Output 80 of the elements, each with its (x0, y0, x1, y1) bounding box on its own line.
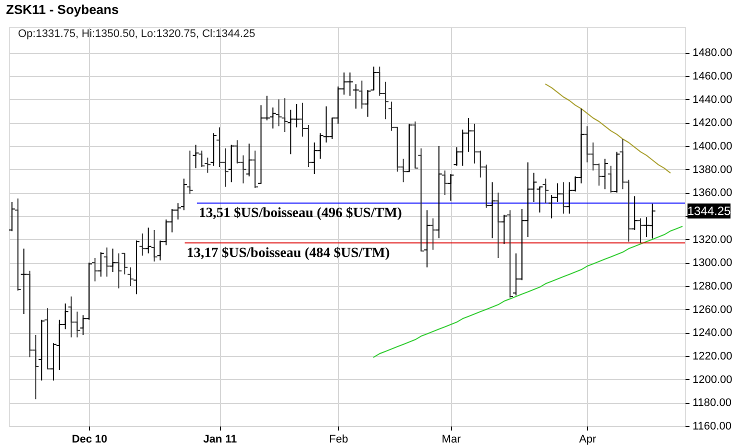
candlestick (121, 252, 128, 275)
candlestick (97, 252, 104, 278)
candlestick (14, 198, 22, 292)
y-tick-label: 1160.00 (692, 420, 732, 432)
y-tick-label: 1460.00 (692, 70, 732, 82)
candlestick (92, 258, 98, 282)
y-tick-label: 1440.00 (692, 94, 732, 106)
candlestick (44, 308, 52, 370)
candlestick (38, 319, 46, 381)
candlestick (210, 132, 218, 166)
candlestick (228, 144, 235, 183)
candlestick (488, 182, 496, 239)
candlestick (607, 165, 614, 194)
candlestick (506, 210, 514, 298)
candlestick (358, 80, 366, 110)
x-tick-label: Feb (329, 434, 348, 446)
candlestick (500, 214, 508, 244)
y-tick-label: 1240.00 (692, 327, 732, 340)
candlestick (352, 84, 360, 110)
candlestick (447, 174, 454, 202)
candlestick (144, 227, 152, 254)
y-tick-label: 1280.00 (692, 280, 732, 292)
candlestick (269, 107, 276, 129)
candlestick (109, 248, 116, 272)
chart-title: ZSK11 - Soybeans (6, 2, 119, 17)
candlestick (127, 266, 134, 286)
annotation: Op:1331.75, Hi:1350.50, Lo:1320.75, Cl:1344.25 (18, 28, 256, 40)
y-tick-label: 1180.00 (692, 397, 732, 410)
ref-line-label: 13,17 $US/boisseau (484 $US/TM) (186, 246, 390, 261)
candlestick (20, 248, 28, 314)
candlestick (281, 98, 288, 132)
candlestick (370, 66, 378, 90)
x-tick-label: Jan 11 (203, 434, 237, 446)
candlestick (198, 150, 206, 168)
candlestick (418, 148, 425, 252)
y-tick-label: 1300.00 (692, 257, 732, 270)
y-tick-label: 1480.00 (692, 47, 732, 60)
candlestick (150, 230, 158, 262)
candlestick (138, 233, 146, 256)
candlestick (435, 146, 442, 239)
candlestick (246, 143, 253, 177)
y-tick-label: 1320.00 (692, 234, 732, 246)
candlestick (637, 218, 644, 244)
y-tick-label: 1400.00 (692, 140, 732, 152)
candlestick (494, 192, 502, 258)
candlestick (192, 144, 200, 169)
x-tick-label: Mar (442, 434, 462, 446)
candlestick (186, 150, 194, 194)
candlestick (8, 202, 16, 232)
y-tick-label: 1420.00 (692, 117, 732, 130)
y-tick-label: 1220.00 (692, 350, 732, 362)
candlestick (613, 151, 620, 194)
y-tick-label: 1260.00 (692, 304, 732, 316)
candlestick (424, 210, 431, 268)
candlestick (412, 121, 419, 169)
candlestick (441, 170, 448, 196)
y-tick-label: 1360.00 (692, 187, 732, 200)
annotation: 1344.25 (687, 204, 732, 218)
candlestick (542, 178, 550, 204)
y-tick-label: 1200.00 (692, 374, 732, 386)
candlestick (115, 252, 122, 289)
y-tick-label: 1380.00 (692, 164, 732, 176)
candlestick (204, 157, 212, 174)
candlestick (536, 186, 544, 213)
candlestick (133, 240, 140, 295)
candlestick (406, 123, 413, 172)
candlestick (631, 196, 638, 230)
ref-line-label: 13,51 $US/boisseau (496 $US/TM) (198, 206, 402, 222)
candlestick (103, 247, 110, 278)
candlestick (50, 342, 57, 381)
candlestick (601, 158, 608, 190)
x-tick-label: Apr (579, 434, 597, 446)
candlestick (560, 182, 567, 214)
candlestick (430, 218, 436, 250)
candlestick (364, 90, 372, 118)
x-tick-label: Dec 10 (72, 434, 108, 446)
candlestick (252, 150, 259, 188)
candlestick (275, 98, 282, 127)
candlestick (180, 178, 188, 211)
line-series (545, 84, 671, 174)
